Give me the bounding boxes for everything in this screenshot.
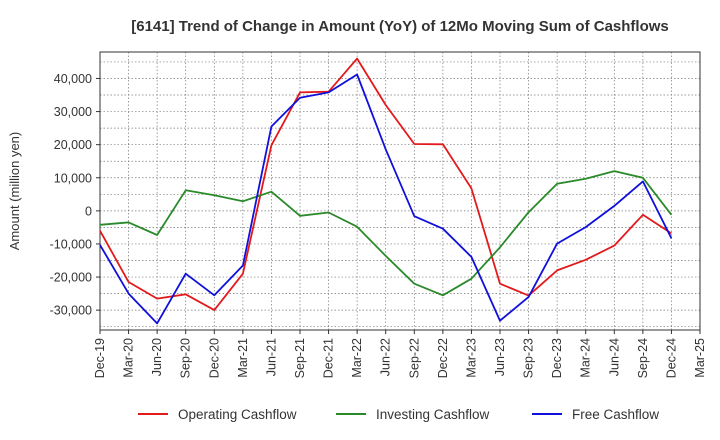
x-tick-label: Sep-23 — [522, 338, 536, 378]
x-tick-label: Jun-20 — [150, 338, 164, 376]
x-tick-label: Sep-22 — [407, 338, 421, 378]
x-tick-label: Dec-19 — [93, 338, 107, 378]
series-line-free-cashflow — [99, 73, 673, 325]
x-tick-label: Sep-20 — [179, 338, 193, 378]
legend: Operating Cashflow Investing Cashflow Free… — [138, 407, 659, 422]
x-tick-label: Dec-22 — [436, 338, 450, 378]
legend-item-operating-cashflow: Operating Cashflow — [138, 407, 297, 422]
x-axis-ticks: Dec-19 Mar-20 Jun-20 Sep-20 Dec-20 Mar-21 Jun-… — [93, 330, 707, 378]
y-axis-label: Amount (million yen) — [7, 132, 22, 251]
legend-label: Investing Cashflow — [376, 407, 490, 422]
x-tick-label: Dec-24 — [664, 338, 678, 378]
x-tick-label: Jun-22 — [379, 338, 393, 376]
x-tick-label: Mar-23 — [464, 338, 478, 378]
y-tick-label: -30,000 — [50, 304, 92, 318]
y-tick-label: 30,000 — [54, 105, 92, 119]
legend-item-investing-cashflow: Investing Cashflow — [336, 407, 490, 422]
x-tick-label: Mar-25 — [693, 338, 707, 378]
x-tick-label: Dec-20 — [207, 338, 221, 378]
chart-title: [6141] Trend of Change in Amount (YoY) o… — [131, 18, 669, 35]
legend-label: Free Cashflow — [572, 407, 659, 422]
y-tick-label: 20,000 — [54, 138, 92, 152]
y-tick-label: 40,000 — [54, 72, 92, 86]
x-tick-label: Sep-24 — [636, 338, 650, 378]
x-tick-label: Mar-21 — [236, 338, 250, 378]
legend-label: Operating Cashflow — [178, 407, 297, 422]
series-line-investing-cashflow — [99, 170, 673, 297]
x-tick-label: Jun-21 — [264, 338, 278, 376]
grid — [100, 52, 700, 330]
x-tick-label: Dec-21 — [322, 338, 336, 378]
y-tick-label: -20,000 — [50, 271, 92, 285]
series-lines — [99, 57, 673, 325]
series-line-operating-cashflow — [99, 57, 672, 312]
x-tick-label: Mar-24 — [579, 338, 593, 378]
x-tick-label: Jun-23 — [493, 338, 507, 376]
y-tick-label: -10,000 — [50, 237, 92, 251]
x-tick-label: Mar-22 — [350, 338, 364, 378]
x-tick-label: Mar-20 — [122, 338, 136, 378]
x-tick-label: Dec-23 — [550, 338, 564, 378]
x-tick-label: Jun-24 — [607, 338, 621, 376]
y-tick-label: 10,000 — [54, 171, 92, 185]
legend-item-free-cashflow: Free Cashflow — [532, 407, 659, 422]
plot-frame — [99, 51, 701, 331]
y-tick-label: 0 — [85, 204, 92, 218]
y-axis-ticks: -30,000 -20,000 -10,000 0 10,000 20,000 30,000… — [50, 72, 100, 318]
x-tick-label: Sep-21 — [293, 338, 307, 378]
